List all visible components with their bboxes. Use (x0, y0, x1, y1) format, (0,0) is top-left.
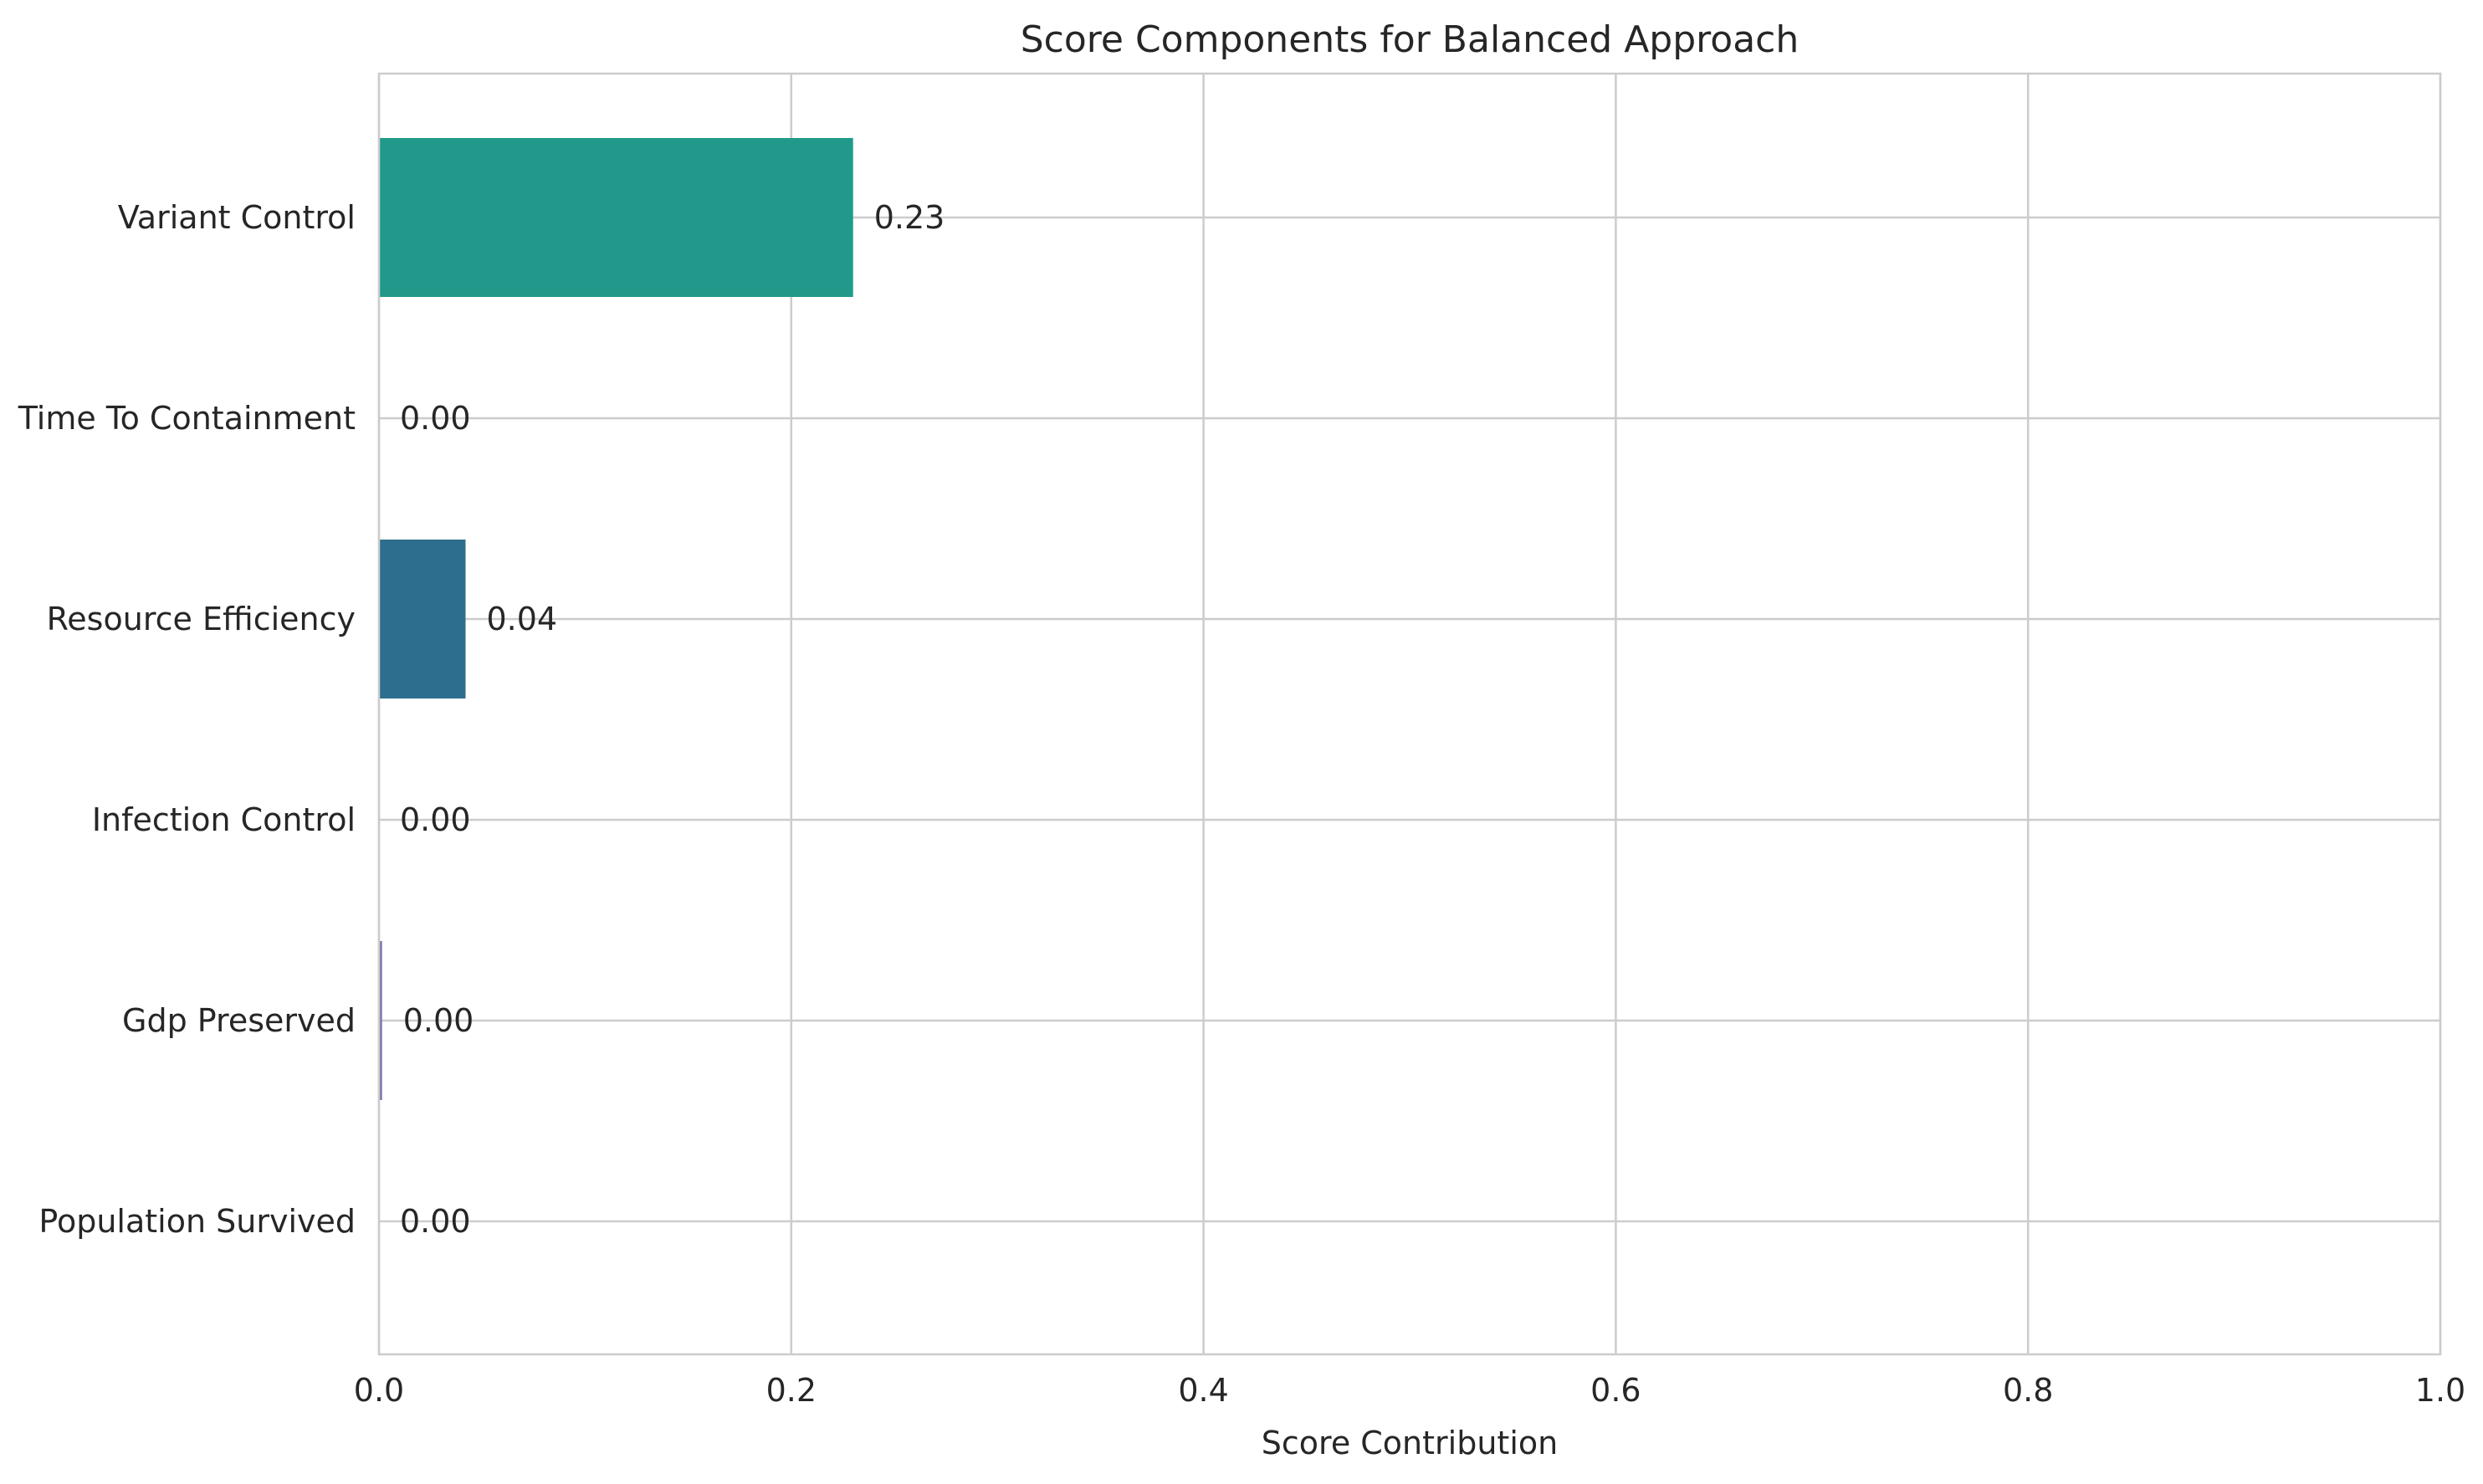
value-label: 0.00 (403, 1002, 474, 1039)
y-tick-label: Variant Control (118, 199, 356, 236)
y-tick-label: Gdp Preserved (122, 1002, 356, 1039)
x-axis-label: Score Contribution (1262, 1425, 1558, 1461)
y-tick-labels: Population Survived Gdp Preserved Infectio… (18, 199, 356, 1240)
bar (379, 540, 466, 699)
x-tick-labels: 0.0 0.2 0.4 0.6 0.8 1.0 (354, 1372, 2465, 1409)
bar (379, 138, 853, 297)
x-tick-label: 0.8 (2003, 1372, 2053, 1409)
x-tick-label: 1.0 (2415, 1372, 2465, 1409)
plot-frame (377, 72, 2442, 1356)
value-label: 0.00 (400, 1203, 471, 1240)
chart-title: Score Components for Balanced Approach (1021, 18, 1800, 61)
value-label: 0.00 (400, 801, 471, 838)
x-tick-label: 0.6 (1590, 1372, 1641, 1409)
y-tick-label: Resource Efficiency (47, 601, 356, 637)
x-tick-label: 0.4 (1178, 1372, 1228, 1409)
y-tick-label: Time To Containment (18, 400, 356, 437)
y-tick-label: Infection Control (92, 801, 356, 838)
value-label: 0.23 (874, 199, 945, 236)
y-tick-label: Population Survived (38, 1203, 356, 1240)
x-tick-label: 0.2 (766, 1372, 817, 1409)
bar (379, 941, 382, 1100)
x-tick-label: 0.0 (354, 1372, 404, 1409)
value-labels: 0.00 0.00 0.00 0.04 0.00 0.23 (400, 199, 945, 1240)
value-label: 0.04 (486, 601, 557, 637)
bars (379, 138, 853, 1100)
value-label: 0.00 (400, 400, 471, 437)
